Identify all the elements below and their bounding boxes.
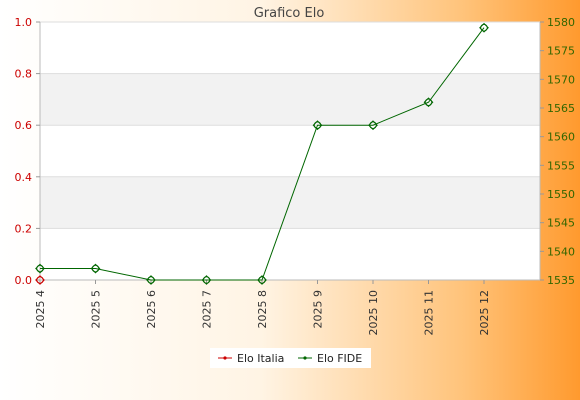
left-tick-label: 0.4 (15, 171, 33, 184)
series-point-circle (91, 264, 100, 273)
left-tick-label: 1.0 (15, 16, 33, 29)
right-tick-label: 1535 (547, 274, 575, 287)
x-tick-label: 2025 12 (478, 290, 491, 336)
x-tick-label: 2025 6 (145, 290, 158, 329)
left-axis-ticks: 0.0 0.2 0.4 0.6 0.8 1.0 (15, 16, 40, 287)
axes (39, 22, 541, 281)
legend-swatch-marker (303, 356, 307, 360)
series-point-circle (147, 276, 155, 284)
series-point-circle (424, 98, 433, 107)
right-tick-label: 1575 (547, 45, 575, 58)
right-axis-ticks: 1535 1540 1545 1550 1555 1560 1565 1570 1575 1580 (540, 16, 575, 287)
left-tick-label: 0.0 (15, 274, 33, 287)
left-tick-label: 0.2 (15, 222, 33, 235)
right-tick-label: 1565 (547, 102, 575, 115)
legend-swatch-marker (223, 356, 227, 360)
legend: Elo Italia Elo FIDE (210, 348, 371, 368)
right-tick-label: 1545 (547, 217, 575, 230)
series-point-circle (36, 276, 44, 284)
right-tick-label: 1555 (547, 159, 575, 172)
x-tick-label: 2025 4 (34, 290, 47, 329)
plot-band (40, 73, 540, 126)
right-tick-label: 1540 (547, 245, 575, 258)
series-point-circle (313, 121, 322, 129)
right-tick-label: 1570 (547, 73, 575, 86)
x-tick-label: 2025 10 (367, 290, 380, 336)
plot-background (40, 22, 540, 280)
series-point-circle (36, 264, 44, 273)
series-line (40, 27, 485, 281)
x-tick-label: 2025 9 (312, 290, 325, 329)
series-point-circle (258, 276, 266, 284)
series-point-circle (480, 23, 488, 32)
left-tick-label: 0.8 (15, 68, 33, 81)
right-tick-label: 1580 (547, 16, 575, 29)
left-tick-label: 0.6 (15, 119, 33, 132)
right-tick-label: 1550 (547, 188, 575, 201)
x-tick-label: 2025 7 (201, 290, 214, 329)
right-tick-label: 1560 (547, 131, 575, 144)
chart-title: Grafico Elo (254, 6, 325, 21)
series-layer (35, 22, 489, 285)
x-tick-label: 2025 8 (256, 290, 269, 329)
series-point-circle (369, 121, 377, 129)
legend-label: Elo Italia (237, 352, 284, 365)
legend-items: Elo Italia Elo FIDE (218, 352, 362, 365)
legend-box (210, 348, 371, 368)
legend-label: Elo FIDE (317, 352, 362, 365)
x-tick-label: 2025 11 (423, 290, 436, 336)
series-point-circle (202, 276, 211, 284)
x-tick-label: 2025 5 (90, 290, 103, 329)
plot-area (40, 22, 540, 280)
x-axis-ticks: 2025 4 2025 5 2025 6 2025 7 2025 8 2025 9 2025… (34, 280, 491, 336)
